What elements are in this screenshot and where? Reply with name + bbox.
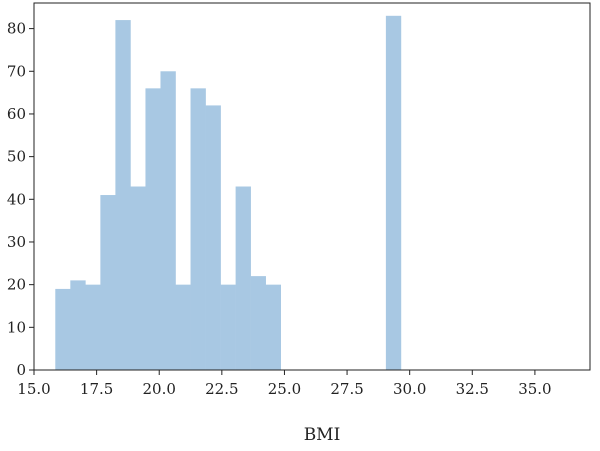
x-tick-label: 27.5 (330, 380, 363, 398)
histogram-bar (205, 105, 221, 370)
histogram-bar (100, 195, 116, 370)
axes-layer: 15.0 17.5 20.0 22.5 25.0 27.5 30.0 32.5 35.0 0 10 2… (7, 2, 591, 398)
histogram-bar (265, 284, 281, 370)
x-tick-label: 35.0 (518, 380, 551, 398)
x-axis-label: BMI (304, 425, 341, 445)
y-tick-label: 40 (7, 190, 26, 208)
x-tick-label: 32.5 (456, 380, 489, 398)
histogram-bar (250, 276, 266, 370)
x-tick-label: 17.5 (80, 380, 113, 398)
plot-frame (33, 2, 591, 371)
histogram-bar (235, 186, 251, 370)
x-tick-label: 20.0 (143, 380, 176, 398)
bars-layer (55, 15, 402, 371)
x-tick-label: 15.0 (17, 380, 50, 398)
histogram-bar (385, 15, 402, 370)
x-tick-label: 30.0 (393, 380, 426, 398)
histogram-bar (145, 88, 161, 370)
histogram-bar (160, 71, 176, 371)
histogram-bar (190, 88, 206, 370)
y-tick-label: 60 (7, 105, 26, 123)
x-tick-label: 25.0 (268, 380, 301, 398)
y-tick-label: 50 (7, 148, 26, 166)
x-tick-label: 22.5 (205, 380, 238, 398)
histogram-bar (220, 284, 236, 370)
histogram-bar (70, 280, 86, 370)
y-tick-label: 0 (16, 361, 26, 379)
histogram-bar (55, 288, 71, 370)
histogram-bar (85, 284, 101, 370)
histogram-bar (175, 284, 191, 370)
y-tick-label: 70 (7, 62, 26, 80)
y-tick-label: 10 (7, 318, 26, 336)
y-tick-label: 20 (7, 276, 26, 294)
y-tick-label: 80 (7, 20, 26, 38)
histogram-bar (130, 186, 146, 370)
y-tick-label: 30 (7, 233, 26, 251)
histogram-bar (115, 20, 131, 371)
